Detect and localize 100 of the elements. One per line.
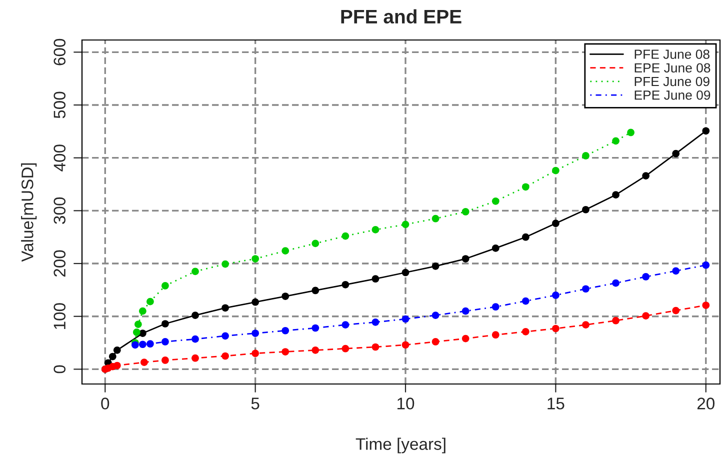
point [492, 244, 500, 252]
point [342, 344, 350, 352]
y-tick-label: 600 [54, 38, 66, 66]
point [222, 304, 229, 312]
point [312, 324, 320, 332]
point [342, 232, 350, 240]
y-tick-label: 200 [54, 250, 66, 277]
point [642, 312, 650, 320]
point [282, 292, 290, 300]
point [402, 220, 410, 228]
point [162, 320, 169, 328]
point [612, 137, 620, 145]
legend-label: EPE June 08 [634, 63, 710, 73]
point [612, 279, 620, 287]
y-tick-label: 0 [54, 365, 66, 374]
point [131, 341, 139, 349]
point [252, 298, 259, 306]
point [222, 352, 229, 360]
point [672, 150, 680, 158]
point [462, 334, 470, 342]
point [552, 166, 560, 174]
point [522, 183, 530, 191]
point [192, 268, 199, 276]
x-tick-label: 10 [398, 398, 414, 410]
point [672, 306, 680, 314]
point [192, 312, 199, 319]
point [522, 233, 530, 241]
point [642, 273, 650, 280]
point [252, 330, 259, 337]
point [702, 302, 710, 309]
point [146, 298, 154, 306]
point [282, 247, 290, 255]
point [108, 352, 116, 360]
point [252, 350, 259, 358]
point [402, 341, 410, 349]
point [140, 358, 148, 366]
point [462, 208, 470, 216]
point [432, 214, 440, 222]
y-tick-label: 300 [54, 197, 66, 224]
x-tick-label: 20 [697, 398, 714, 410]
point [402, 315, 410, 323]
point [642, 172, 650, 180]
point [252, 255, 259, 262]
point [222, 260, 229, 268]
point [282, 348, 290, 356]
point [702, 127, 710, 135]
y-tick-label: 400 [54, 144, 66, 172]
point [432, 338, 440, 346]
point [139, 330, 146, 337]
point [113, 362, 121, 370]
x-tick-label: 5 [251, 398, 260, 410]
point [462, 307, 470, 315]
y-tick-label: 100 [54, 303, 66, 329]
point [222, 332, 229, 340]
point [672, 267, 680, 275]
legend-label: PFE June 09 [634, 76, 710, 86]
chart-title: PFE and EPE [341, 9, 462, 24]
point [372, 343, 380, 351]
y-tick-label: 500 [54, 92, 66, 118]
point [492, 303, 500, 311]
point [113, 346, 121, 354]
point [342, 321, 350, 328]
point [492, 197, 500, 205]
legend-label: EPE June 09 [634, 90, 710, 100]
point [582, 152, 590, 160]
point [312, 346, 320, 354]
point [372, 318, 380, 326]
point [627, 128, 634, 136]
legend-label: PFE June 08 [634, 50, 710, 59]
point [312, 240, 320, 248]
point [132, 328, 140, 336]
point [312, 286, 320, 294]
point [462, 255, 470, 262]
point [552, 292, 560, 299]
point [582, 321, 590, 328]
point [146, 340, 154, 348]
point [134, 320, 142, 328]
point [612, 191, 620, 198]
point [582, 285, 590, 293]
point [192, 354, 199, 362]
x-tick-label: 0 [101, 398, 110, 410]
point [432, 312, 440, 319]
y-axis-title: Value[mUSD] [21, 163, 37, 262]
point [372, 226, 380, 234]
point [522, 297, 530, 305]
point [162, 338, 169, 346]
point [552, 324, 560, 332]
point [552, 220, 560, 228]
point [492, 331, 500, 339]
point [139, 340, 146, 348]
x-axis-title: Time [years] [356, 438, 446, 454]
point [582, 206, 590, 214]
x-tick-label: 15 [548, 398, 564, 410]
point [162, 356, 169, 364]
point [282, 326, 290, 334]
point [612, 316, 620, 324]
point [139, 307, 146, 315]
point [702, 261, 710, 269]
point [342, 280, 350, 288]
point [162, 282, 169, 290]
